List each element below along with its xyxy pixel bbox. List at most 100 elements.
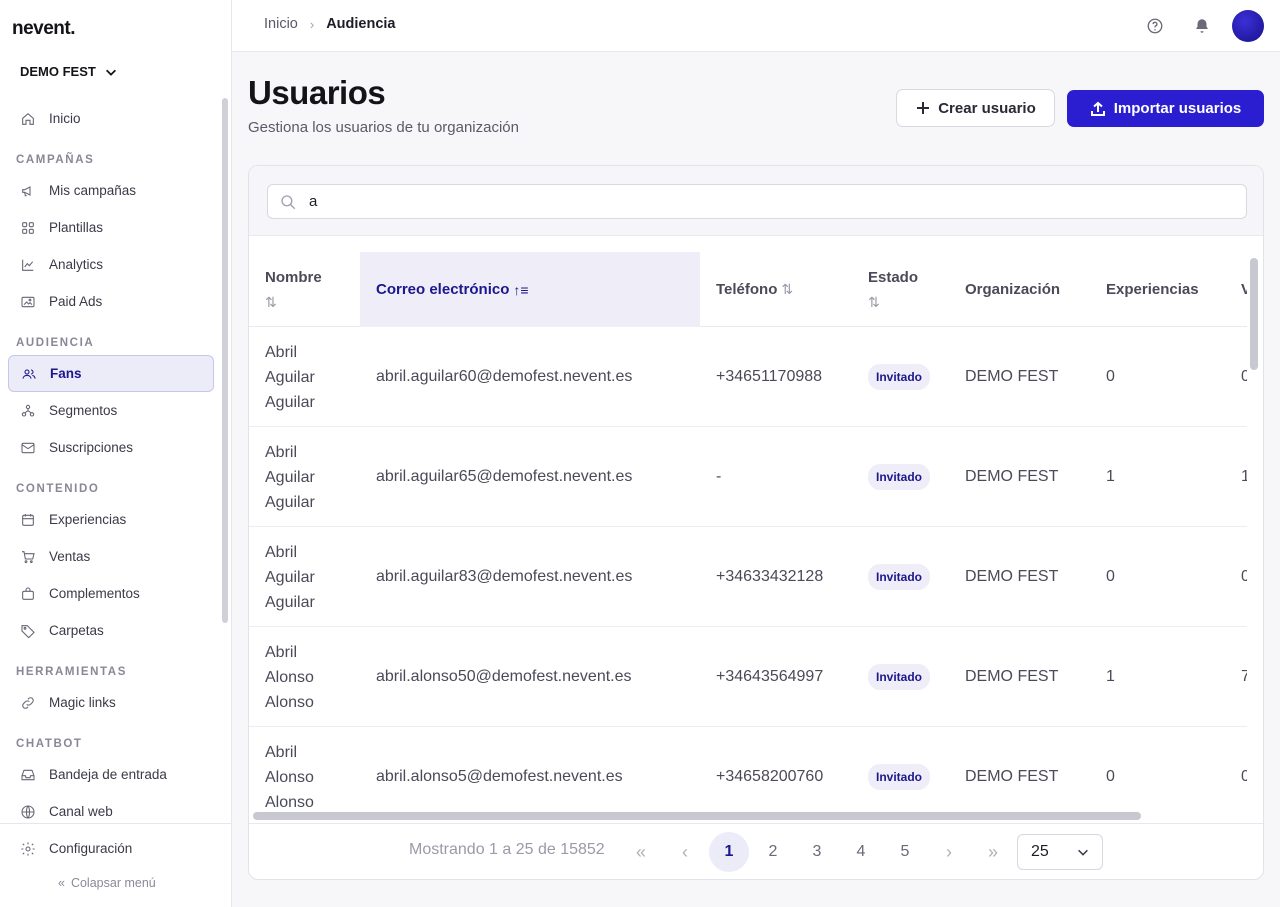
- sidebar-item-label: Segmentos: [49, 403, 118, 418]
- column-organizacion[interactable]: Organización: [965, 252, 1095, 327]
- name-part: Aguilar: [265, 468, 315, 486]
- bag-icon: [22, 586, 34, 600]
- users-card: Nombre ⇅ Correo electrónico ↑≡ Teléfono …: [248, 165, 1264, 880]
- column-experiencias[interactable]: Experiencias: [1106, 252, 1236, 327]
- sidebar-section-campaas: CAMPAÑAS: [16, 154, 95, 166]
- organization-name: DEMO FEST: [20, 64, 96, 79]
- sidebar-section-audiencia: AUDIENCIA: [16, 337, 95, 349]
- sidebar-section-herramientas: HERRAMIENTAS: [16, 666, 127, 678]
- cell-organization: DEMO FEST: [965, 468, 1059, 485]
- name-part: Alonso: [265, 668, 314, 686]
- page-subtitle: Gestiona los usuarios de tu organización: [248, 119, 519, 136]
- create-user-button[interactable]: Crear usuario: [896, 89, 1055, 127]
- sidebar-item-inicio[interactable]: Inicio: [8, 100, 214, 137]
- cell-experiences: 0: [1106, 568, 1115, 585]
- cell-v: 1: [1241, 427, 1247, 527]
- help-button[interactable]: [1138, 9, 1172, 43]
- name-part: Alonso: [265, 693, 314, 711]
- sidebar-item-paid-ads[interactable]: Paid Ads: [8, 283, 214, 320]
- prev-page-button[interactable]: ‹: [682, 841, 688, 862]
- sidebar-item-magic-links[interactable]: Magic links: [8, 684, 214, 721]
- column-experiencias-label: Experiencias: [1106, 281, 1199, 298]
- table-row[interactable]: Abril Aguilar Aguilar abril.aguilar83@demof…: [249, 527, 1247, 627]
- sidebar-item-configuracion[interactable]: Configuración: [8, 830, 223, 867]
- sidebar-item-label: Fans: [50, 366, 82, 381]
- sidebar-item-fans[interactable]: Fans: [8, 355, 214, 392]
- collapse-menu-button[interactable]: « Colapsar menú: [58, 876, 156, 890]
- sidebar-item-canal-web[interactable]: Canal web: [8, 793, 214, 830]
- sidebar-item-label: Analytics: [49, 257, 104, 272]
- users-icon: [22, 368, 36, 379]
- column-nombre[interactable]: Nombre ⇅: [265, 252, 360, 327]
- sidebar-item-plantillas[interactable]: Plantillas: [8, 209, 214, 246]
- import-users-button[interactable]: Importar usuarios: [1067, 90, 1264, 127]
- column-telefono[interactable]: Teléfono ⇅: [716, 252, 856, 327]
- notifications-button[interactable]: [1185, 9, 1219, 43]
- page-size-value: 25: [1031, 843, 1049, 860]
- cell-v: 0: [1241, 727, 1247, 808]
- globe-icon: [21, 804, 35, 819]
- table-row[interactable]: Abril Alonso Alonso abril.alonso50@demofest…: [249, 627, 1247, 727]
- home-icon: [22, 112, 34, 125]
- segments-icon: [21, 404, 35, 417]
- table-row[interactable]: Abril Aguilar Aguilar abril.aguilar65@demof…: [249, 427, 1247, 527]
- table-horizontal-scrollbar[interactable]: [253, 812, 1141, 820]
- mail-icon: [21, 442, 35, 453]
- search-box[interactable]: [267, 184, 1247, 219]
- users-table: Nombre ⇅ Correo electrónico ↑≡ Teléfono …: [249, 252, 1247, 808]
- table-row[interactable]: Abril Aguilar Aguilar abril.aguilar60@demof…: [249, 327, 1247, 427]
- page-title: Usuarios: [248, 74, 386, 111]
- sidebar-item-carpetas[interactable]: Carpetas: [8, 612, 214, 649]
- sort-icon: ⇅: [868, 293, 880, 310]
- chevron-down-icon: [1078, 849, 1088, 856]
- page-button-3[interactable]: 3: [812, 843, 822, 860]
- sidebar-item-experiencias[interactable]: Experiencias: [8, 501, 214, 538]
- search-input[interactable]: [309, 193, 1209, 210]
- next-page-button[interactable]: ›: [946, 841, 952, 862]
- breadcrumb-audiencia: Audiencia: [326, 16, 396, 32]
- sidebar-item-bandeja-de-entrada[interactable]: Bandeja de entrada: [8, 756, 214, 793]
- cell-name: Abril Aguilar Aguilar: [265, 327, 360, 427]
- megaphone-icon: [22, 185, 31, 196]
- cell-email: abril.alonso50@demofest.nevent.es: [376, 668, 632, 685]
- name-part: Abril: [265, 543, 298, 561]
- column-nombre-label: Nombre: [265, 268, 322, 286]
- sidebar-item-label: Plantillas: [49, 220, 104, 235]
- breadcrumb: Inicio › Audiencia: [264, 16, 396, 32]
- cell-organization: DEMO FEST: [965, 768, 1059, 785]
- sidebar-item-suscripciones[interactable]: Suscripciones: [8, 429, 214, 466]
- column-estado[interactable]: Estado ⇅: [868, 252, 958, 327]
- sidebar-item-analytics[interactable]: Analytics: [8, 246, 214, 283]
- page-button-4[interactable]: 4: [856, 843, 866, 860]
- cell-v: 0: [1241, 327, 1247, 427]
- sidebar-item-complementos[interactable]: Complementos: [8, 575, 214, 612]
- page-button-5[interactable]: 5: [900, 843, 910, 860]
- cell-experiences: 0: [1106, 768, 1115, 785]
- sidebar-item-mis-campanas[interactable]: Mis campañas: [8, 172, 214, 209]
- column-v[interactable]: V: [1241, 252, 1247, 327]
- last-page-button[interactable]: »: [987, 841, 998, 862]
- sidebar-item-ventas[interactable]: Ventas: [8, 538, 214, 575]
- chart-line-icon: [22, 259, 34, 271]
- cell-email: abril.aguilar65@demofest.nevent.es: [376, 468, 633, 485]
- sidebar-item-label: Configuración: [49, 841, 133, 856]
- cell-v: 7: [1241, 627, 1247, 727]
- table-header: Nombre ⇅ Correo electrónico ↑≡ Teléfono …: [249, 252, 1247, 327]
- avatar[interactable]: [1232, 10, 1264, 42]
- plus-icon: [917, 102, 930, 114]
- sidebar-scrollbar[interactable]: [222, 98, 228, 623]
- page-button-2[interactable]: 2: [768, 843, 778, 860]
- table-vertical-scrollbar[interactable]: [1250, 258, 1258, 370]
- name-part: Alonso: [265, 793, 314, 809]
- cell-organization: DEMO FEST: [965, 368, 1059, 385]
- cell-email: abril.aguilar83@demofest.nevent.es: [376, 568, 633, 585]
- page-size-select[interactable]: 25: [1017, 834, 1103, 870]
- breadcrumb-inicio[interactable]: Inicio: [264, 16, 298, 32]
- cell-experiences: 0: [1106, 368, 1115, 385]
- first-page-button[interactable]: «: [635, 841, 646, 862]
- table-row[interactable]: Abril Alonso Alonso abril.alonso5@demofest.…: [249, 727, 1247, 809]
- sidebar-item-segmentos[interactable]: Segmentos: [8, 392, 214, 429]
- organization-selector[interactable]: DEMO FEST: [20, 64, 118, 79]
- column-correo[interactable]: Correo electrónico ↑≡: [360, 252, 700, 327]
- page-button-1[interactable]: 1: [709, 832, 749, 872]
